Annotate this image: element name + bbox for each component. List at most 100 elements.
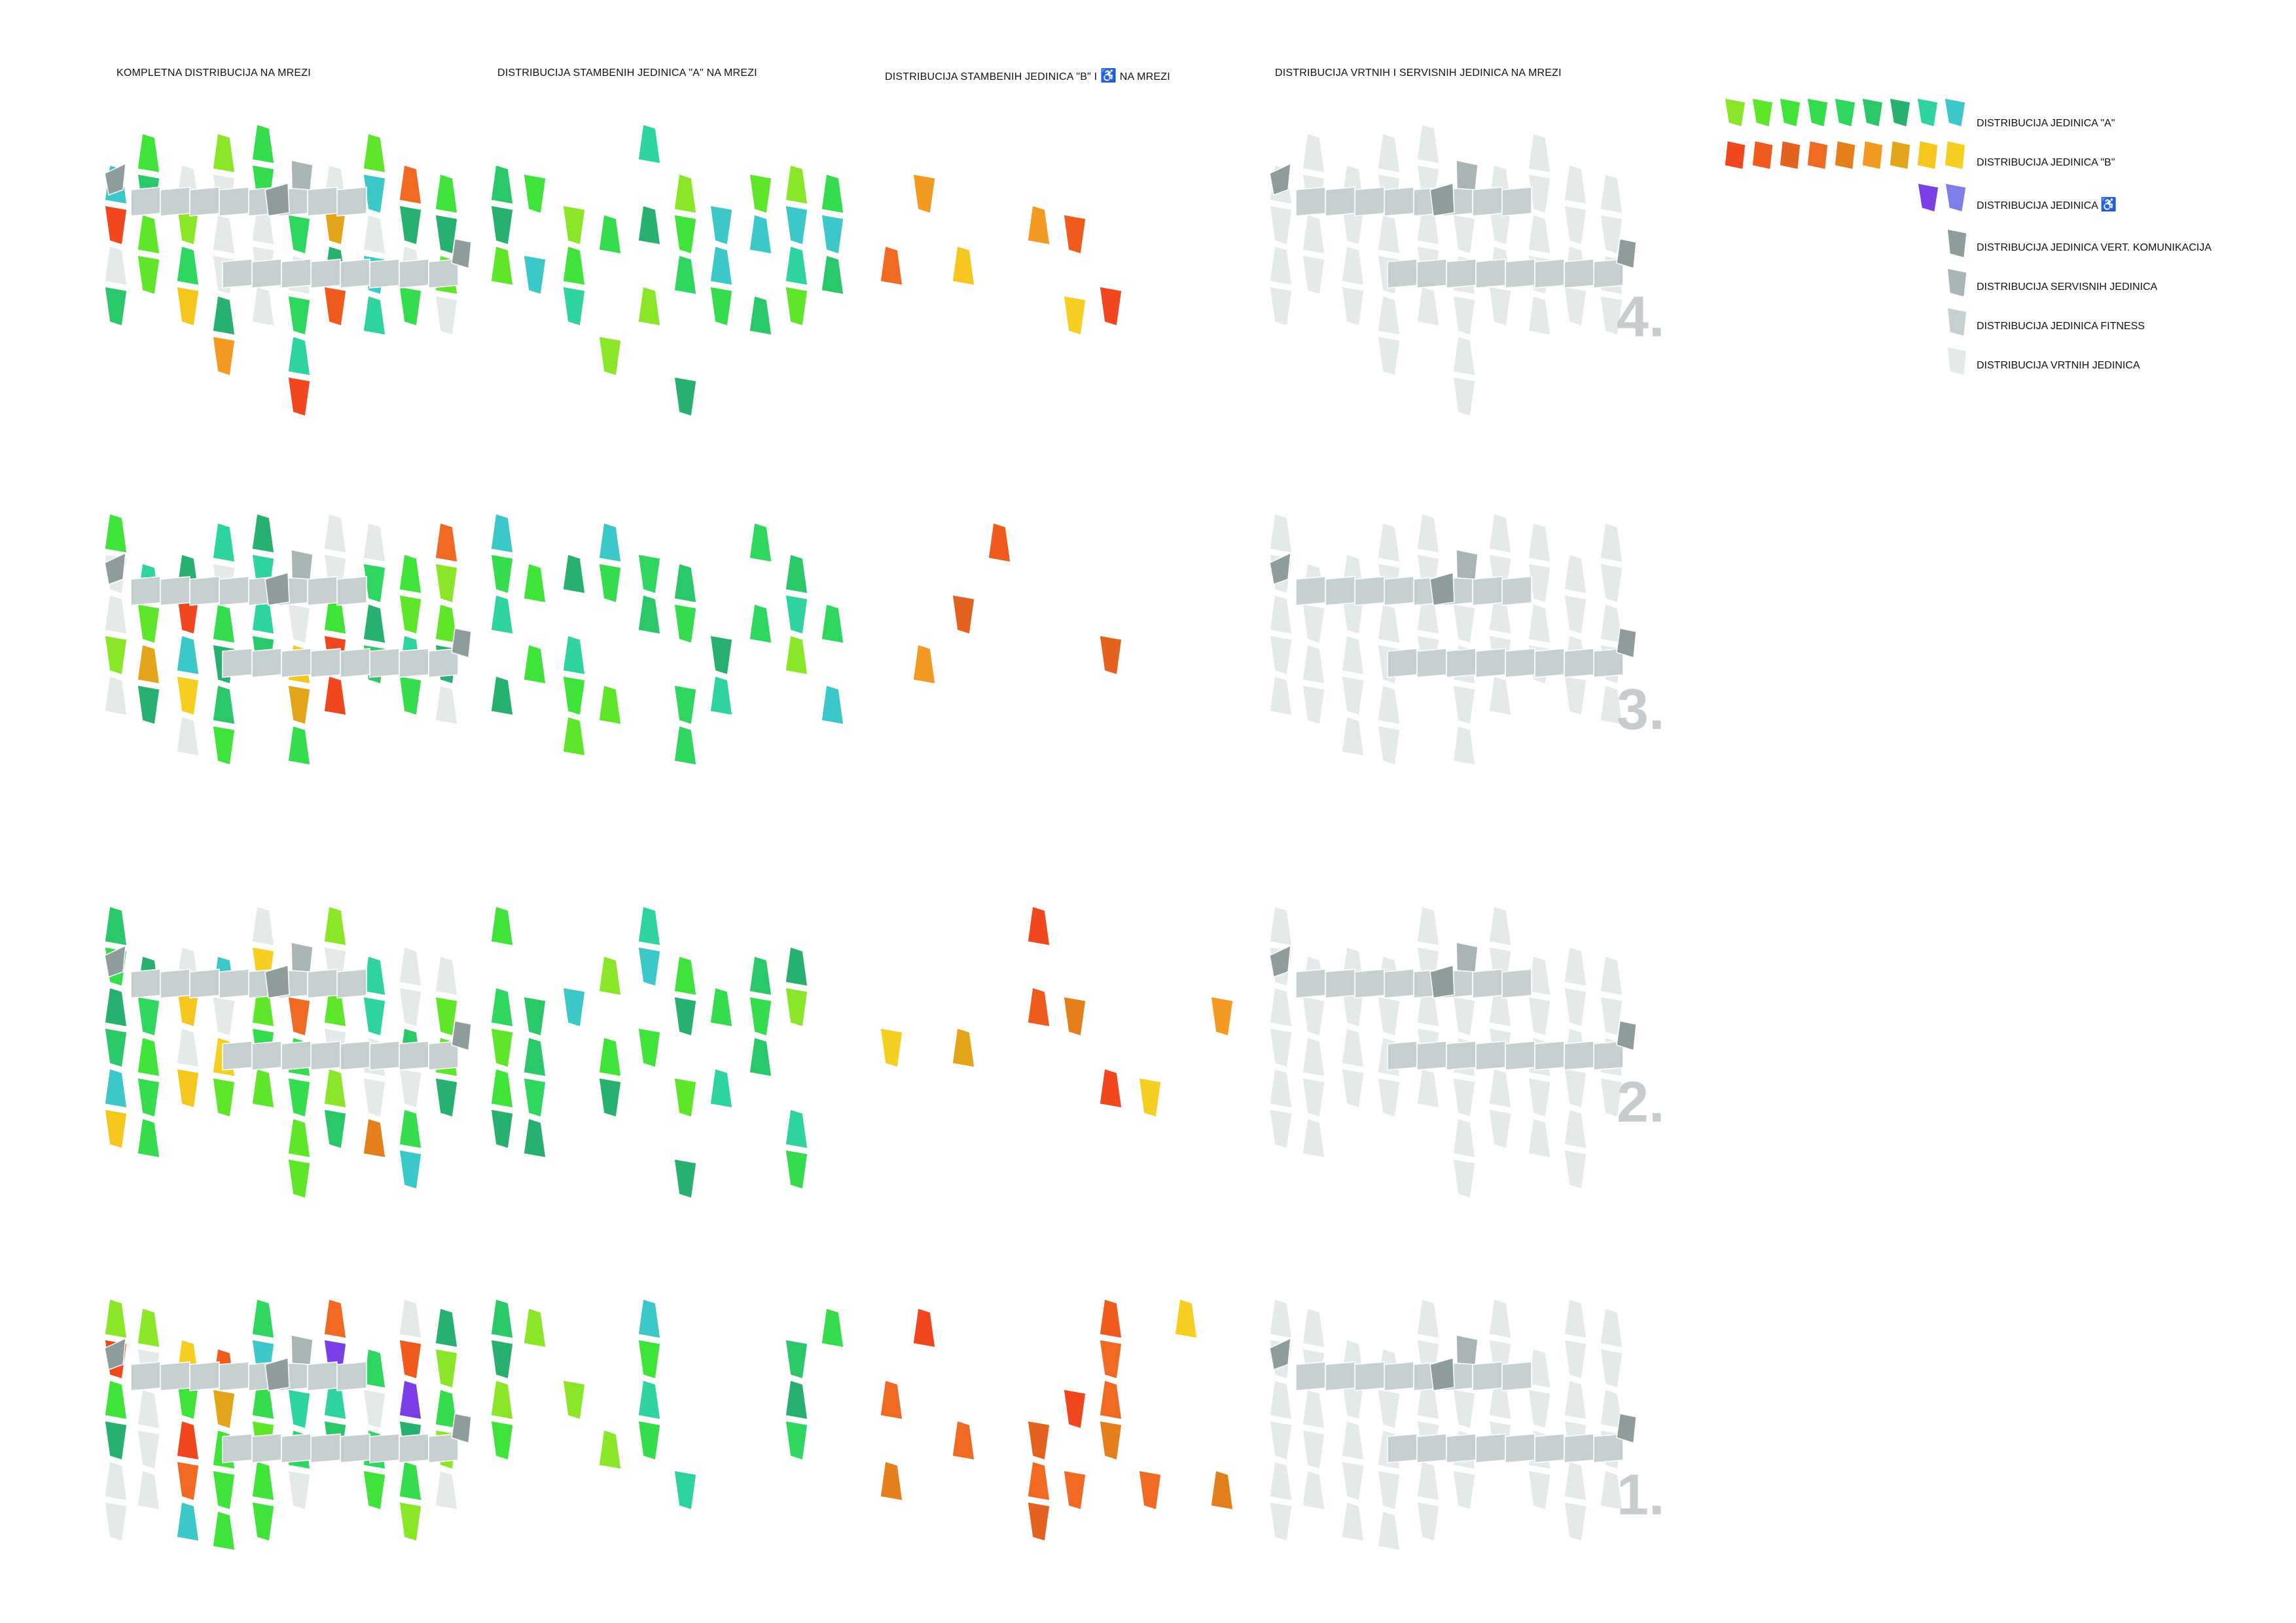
garden-cell	[1488, 1109, 1512, 1149]
garden-cell	[399, 987, 422, 1027]
garden-cell	[1377, 996, 1401, 1037]
garden-cell	[435, 1470, 458, 1510]
unit-a	[749, 173, 772, 214]
unit-b	[880, 1461, 903, 1501]
garden-cell	[1416, 513, 1440, 554]
corridor-cell	[1472, 187, 1503, 217]
garden-cell	[1600, 685, 1623, 725]
vert-comm-cell	[264, 1357, 290, 1391]
corridor-cell	[1446, 1433, 1477, 1463]
unit-a	[137, 214, 160, 255]
garden-cell	[1377, 685, 1401, 725]
garden-cell	[1600, 1348, 1623, 1389]
unit-b	[1210, 1470, 1234, 1510]
corridor-cell	[399, 1041, 429, 1071]
corridor-cell	[281, 259, 312, 289]
unit-a	[490, 1339, 514, 1380]
corridor-cell	[1387, 648, 1418, 678]
corridor-cell	[336, 969, 367, 999]
garden-cell	[1488, 1298, 1512, 1339]
garden-cell	[1528, 133, 1551, 173]
unit-b	[1027, 987, 1050, 1027]
vert-comm-cell	[264, 965, 290, 999]
corridor-cell	[307, 576, 338, 606]
unit-b	[1063, 1470, 1086, 1510]
unit-b	[1174, 1298, 1198, 1339]
corridor-cell	[189, 1361, 220, 1391]
garden-cell	[1452, 336, 1476, 376]
corridor-cell	[1295, 187, 1326, 217]
unit-a	[212, 603, 236, 644]
corridor-cell	[1325, 1361, 1355, 1391]
unit-a	[323, 1109, 347, 1149]
legend-label-fitness: DISTRIBUCIJA JEDINICA FITNESS	[1977, 321, 2145, 332]
garden-cell	[1452, 376, 1476, 417]
vert-comm-cell	[264, 183, 290, 217]
corridor-cell	[399, 259, 429, 289]
garden-cell	[1600, 1470, 1623, 1510]
unit-a	[598, 685, 622, 725]
garden-cell	[1377, 214, 1401, 255]
unit-a	[104, 1298, 128, 1339]
garden-cell	[435, 685, 458, 725]
corridor-cell	[1501, 187, 1532, 217]
garden-cell	[1528, 1118, 1551, 1158]
garden-cell	[1416, 124, 1440, 164]
legend-wheelchair-icon: ♿	[2100, 198, 2117, 212]
unit-a	[598, 522, 622, 563]
unit-a	[435, 1077, 458, 1118]
corridor-cell	[1472, 969, 1503, 999]
vert-comm-cell	[1616, 1413, 1637, 1444]
garden-cell	[1564, 675, 1587, 716]
garden-cell	[399, 946, 422, 987]
corridor-cell	[1295, 576, 1326, 606]
unit-a	[251, 124, 275, 164]
unit-b	[1099, 1339, 1122, 1380]
unit-a	[637, 554, 661, 594]
corridor-cell	[340, 1041, 370, 1071]
unit-a	[562, 554, 586, 594]
unit-a	[562, 205, 586, 245]
garden-cell	[1600, 1308, 1623, 1348]
unit-b	[952, 1027, 975, 1068]
unit-a	[251, 1501, 275, 1542]
corridor-cell	[189, 576, 220, 606]
unit-a	[435, 1308, 458, 1348]
garden-cell	[1452, 295, 1476, 336]
legend-swatch-fitness	[1946, 307, 1967, 337]
unit-a	[785, 1149, 808, 1190]
unit-a	[287, 214, 311, 255]
corridor-cell	[189, 187, 220, 217]
garden-cell	[1341, 1501, 1365, 1542]
unit-b	[1099, 1298, 1122, 1339]
corridor-cell	[1325, 187, 1355, 217]
legend-swatch-b	[1834, 140, 1856, 170]
garden-cell	[1528, 603, 1551, 644]
garden-cell	[1269, 1501, 1293, 1542]
garden-cell	[104, 675, 128, 716]
garden-cell	[1377, 1510, 1401, 1551]
vert-comm-cell	[264, 572, 290, 606]
unit-a	[490, 205, 514, 245]
legend-swatches	[1724, 98, 1967, 376]
unit-a	[709, 286, 733, 327]
unit-a	[176, 1501, 200, 1542]
unit-a	[749, 522, 772, 563]
corridor-cell	[307, 969, 338, 999]
unit-a	[598, 1037, 622, 1077]
unit-a	[785, 1380, 808, 1420]
legend-swatch-wc	[1917, 183, 1939, 213]
garden-cell	[323, 513, 347, 554]
unit-a	[749, 1037, 772, 1077]
garden-cell	[399, 1298, 422, 1339]
unit-b	[1027, 205, 1050, 245]
corridor-cell	[310, 259, 341, 289]
unit-b	[287, 376, 311, 417]
vert-comm-cell	[1269, 552, 1291, 586]
garden-cell	[1377, 603, 1401, 644]
garden-cell	[176, 1027, 200, 1068]
unit-a	[637, 205, 661, 245]
garden-cell	[1416, 1501, 1440, 1542]
